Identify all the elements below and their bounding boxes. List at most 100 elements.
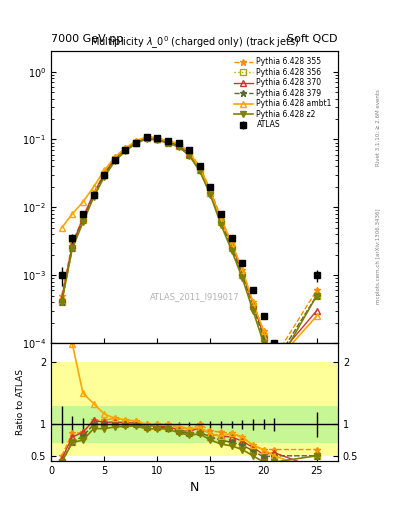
Pythia 6.428 356 (123, 147, 128, 153)
Pythia 6.428 370 (208, 188, 213, 195)
Pythia 6.428 355 (314, 287, 319, 293)
Pythia 6.428 379 (261, 335, 266, 341)
Pythia 6.428 370 (81, 215, 85, 221)
Line: Pythia 6.428 z2: Pythia 6.428 z2 (59, 136, 320, 373)
Pythia 6.428 355 (59, 292, 64, 298)
Pythia 6.428 356 (272, 360, 277, 367)
Pythia 6.428 356 (208, 190, 213, 197)
Pythia 6.428 379 (314, 292, 319, 298)
Pythia 6.428 356 (81, 217, 85, 223)
Pythia 6.428 z2 (59, 299, 64, 305)
Pythia 6.428 379 (251, 303, 255, 309)
Pythia 6.428 379 (81, 217, 85, 223)
Pythia 6.428 ambt1 (198, 165, 202, 171)
Pythia 6.428 379 (230, 245, 234, 251)
Legend: Pythia 6.428 355, Pythia 6.428 356, Pythia 6.428 370, Pythia 6.428 379, Pythia 6: Pythia 6.428 355, Pythia 6.428 356, Pyth… (231, 55, 334, 132)
Pythia 6.428 ambt1 (123, 145, 128, 151)
Pythia 6.428 z2 (230, 248, 234, 254)
Pythia 6.428 370 (112, 156, 117, 162)
Pythia 6.428 ambt1 (251, 299, 255, 305)
Pythia 6.428 z2 (240, 275, 245, 282)
Pythia 6.428 370 (102, 171, 107, 177)
Pythia 6.428 379 (59, 299, 64, 305)
Pythia 6.428 379 (176, 143, 181, 149)
Pythia 6.428 355 (187, 149, 191, 155)
Pythia 6.428 370 (70, 242, 75, 248)
Pythia 6.428 z2 (112, 158, 117, 164)
Pythia 6.428 355 (198, 163, 202, 169)
Pythia 6.428 355 (261, 328, 266, 334)
Pythia 6.428 z2 (251, 308, 255, 314)
Pythia 6.428 370 (165, 139, 170, 145)
Pythia 6.428 356 (230, 245, 234, 251)
Pythia 6.428 355 (123, 145, 128, 151)
Pythia 6.428 355 (144, 134, 149, 140)
Pythia 6.428 z2 (165, 140, 170, 146)
Pythia 6.428 370 (144, 134, 149, 140)
Pythia 6.428 355 (219, 215, 224, 221)
Line: Pythia 6.428 ambt1: Pythia 6.428 ambt1 (58, 133, 320, 367)
Pythia 6.428 356 (102, 172, 107, 178)
Pythia 6.428 z2 (272, 367, 277, 373)
Pythia 6.428 ambt1 (112, 154, 117, 160)
Pythia 6.428 379 (240, 272, 245, 278)
Pythia 6.428 z2 (219, 222, 224, 228)
Pythia 6.428 370 (230, 242, 234, 248)
Pythia 6.428 370 (314, 308, 319, 314)
Pythia 6.428 355 (240, 267, 245, 273)
Line: Pythia 6.428 355: Pythia 6.428 355 (58, 133, 320, 361)
Pythia 6.428 370 (272, 357, 277, 364)
Pythia 6.428 ambt1 (155, 135, 160, 141)
Pythia 6.428 356 (198, 167, 202, 174)
Pythia 6.428 356 (187, 152, 191, 158)
Pythia 6.428 z2 (81, 219, 85, 225)
Pythia 6.428 ambt1 (314, 313, 319, 319)
Pythia 6.428 z2 (102, 174, 107, 180)
Pythia 6.428 z2 (176, 144, 181, 150)
Pythia 6.428 z2 (70, 245, 75, 251)
Pythia 6.428 356 (155, 136, 160, 142)
Pythia 6.428 356 (251, 303, 255, 309)
Bar (51, 362, 338, 456)
Pythia 6.428 ambt1 (59, 225, 64, 231)
Pythia 6.428 356 (219, 219, 224, 225)
Pythia 6.428 379 (91, 193, 96, 199)
Pythia 6.428 379 (123, 147, 128, 153)
Pythia 6.428 356 (165, 139, 170, 145)
Text: Soft QCD: Soft QCD (288, 33, 338, 44)
Pythia 6.428 z2 (208, 193, 213, 199)
Pythia 6.428 370 (176, 142, 181, 148)
Pythia 6.428 379 (198, 167, 202, 174)
Pythia 6.428 370 (240, 269, 245, 275)
Pythia 6.428 ambt1 (208, 188, 213, 195)
Pythia 6.428 370 (134, 139, 138, 145)
Pythia 6.428 379 (208, 190, 213, 197)
Pythia 6.428 355 (251, 299, 255, 305)
Text: Rivet 3.1.10; ≥ 2.6M events: Rivet 3.1.10; ≥ 2.6M events (376, 90, 381, 166)
Pythia 6.428 ambt1 (70, 211, 75, 217)
Bar (51, 406, 338, 443)
Text: 7000 GeV pp: 7000 GeV pp (51, 33, 123, 44)
Pythia 6.428 356 (134, 139, 138, 145)
Pythia 6.428 z2 (134, 140, 138, 146)
Title: Multiplicity $\lambda\_0^0$ (charged only) (track jets): Multiplicity $\lambda\_0^0$ (charged onl… (90, 35, 299, 51)
Pythia 6.428 ambt1 (272, 360, 277, 367)
Pythia 6.428 379 (144, 135, 149, 141)
Pythia 6.428 ambt1 (187, 149, 191, 155)
Line: Pythia 6.428 370: Pythia 6.428 370 (59, 135, 320, 364)
Pythia 6.428 355 (91, 190, 96, 197)
Pythia 6.428 z2 (261, 340, 266, 346)
Pythia 6.428 355 (155, 135, 160, 141)
Pythia 6.428 370 (123, 146, 128, 152)
Pythia 6.428 ambt1 (134, 138, 138, 144)
Pythia 6.428 370 (251, 301, 255, 307)
Pythia 6.428 355 (208, 187, 213, 193)
Pythia 6.428 z2 (198, 168, 202, 175)
Pythia 6.428 356 (314, 292, 319, 298)
Pythia 6.428 ambt1 (91, 184, 96, 190)
Pythia 6.428 356 (261, 335, 266, 341)
Pythia 6.428 370 (198, 165, 202, 171)
Line: Pythia 6.428 356: Pythia 6.428 356 (59, 135, 320, 366)
Pythia 6.428 370 (91, 190, 96, 197)
Pythia 6.428 355 (230, 240, 234, 246)
